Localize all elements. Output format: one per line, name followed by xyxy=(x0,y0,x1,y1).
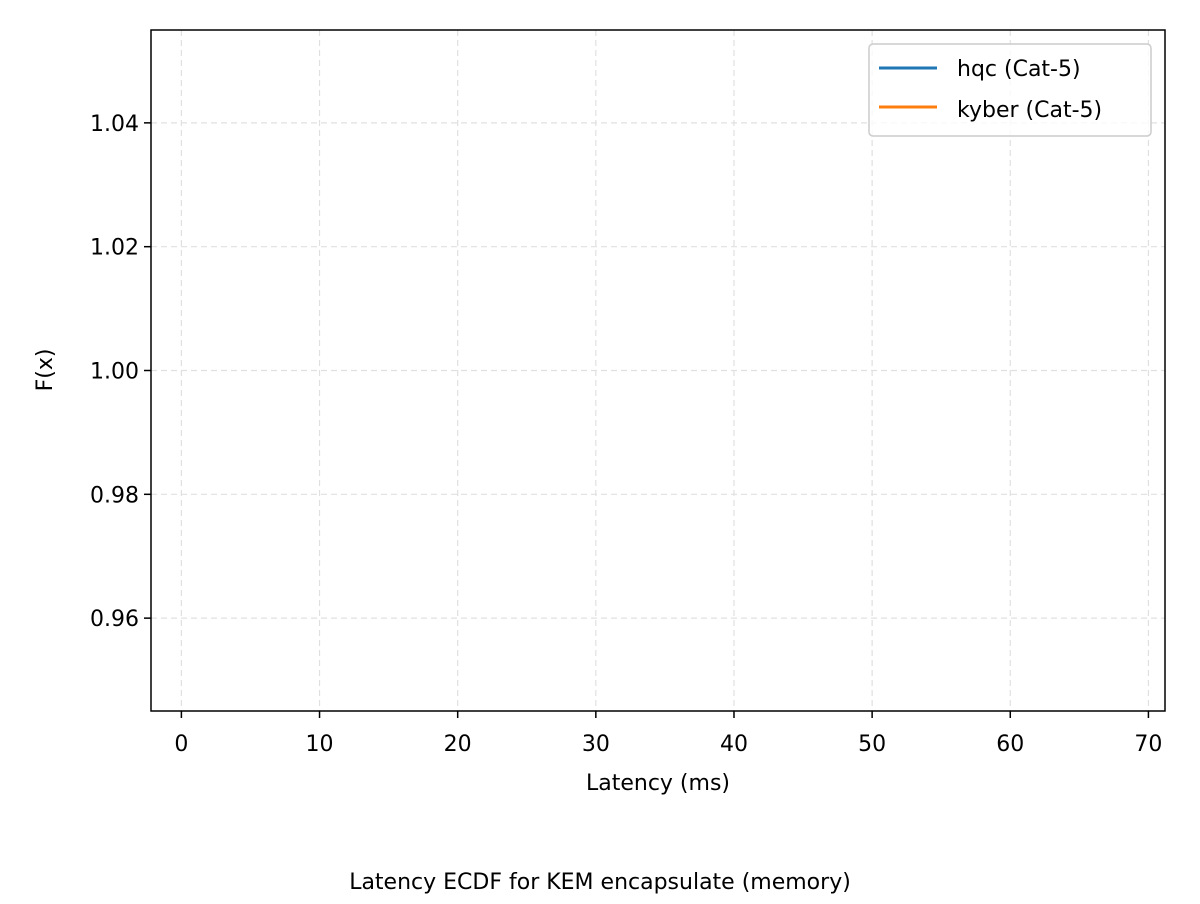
legend-box xyxy=(868,43,1152,137)
legend-label-hqc: hqc (Cat-5) xyxy=(957,57,1081,82)
x-tick-label: 10 xyxy=(306,732,334,757)
chart-title: Latency ECDF for KEM encapsulate (memory… xyxy=(349,870,851,895)
y-axis-label: F(x) xyxy=(33,349,58,392)
x-tick-label: 70 xyxy=(1134,732,1162,757)
x-axis-label: Latency (ms) xyxy=(586,771,730,796)
x-tick-label: 0 xyxy=(174,732,188,757)
y-tick-label: 0.98 xyxy=(90,483,139,508)
x-axis-ticks: 0 10 20 30 40 50 60 70 xyxy=(174,711,1162,757)
legend-label-kyber: kyber (Cat-5) xyxy=(957,98,1102,123)
x-tick-label: 60 xyxy=(996,732,1024,757)
x-tick-label: 30 xyxy=(582,732,610,757)
y-tick-label: 1.00 xyxy=(90,360,139,385)
y-tick-label: 1.02 xyxy=(90,236,139,261)
y-tick-label: 1.04 xyxy=(90,112,139,137)
x-tick-label: 20 xyxy=(444,732,472,757)
x-tick-label: 40 xyxy=(720,732,748,757)
x-tick-label: 50 xyxy=(858,732,886,757)
legend: hqc (Cat-5) kyber (Cat-5) xyxy=(868,43,1152,137)
y-axis-ticks: 0.96 0.98 1.00 1.02 1.04 xyxy=(90,112,151,632)
y-tick-label: 0.96 xyxy=(90,607,139,632)
